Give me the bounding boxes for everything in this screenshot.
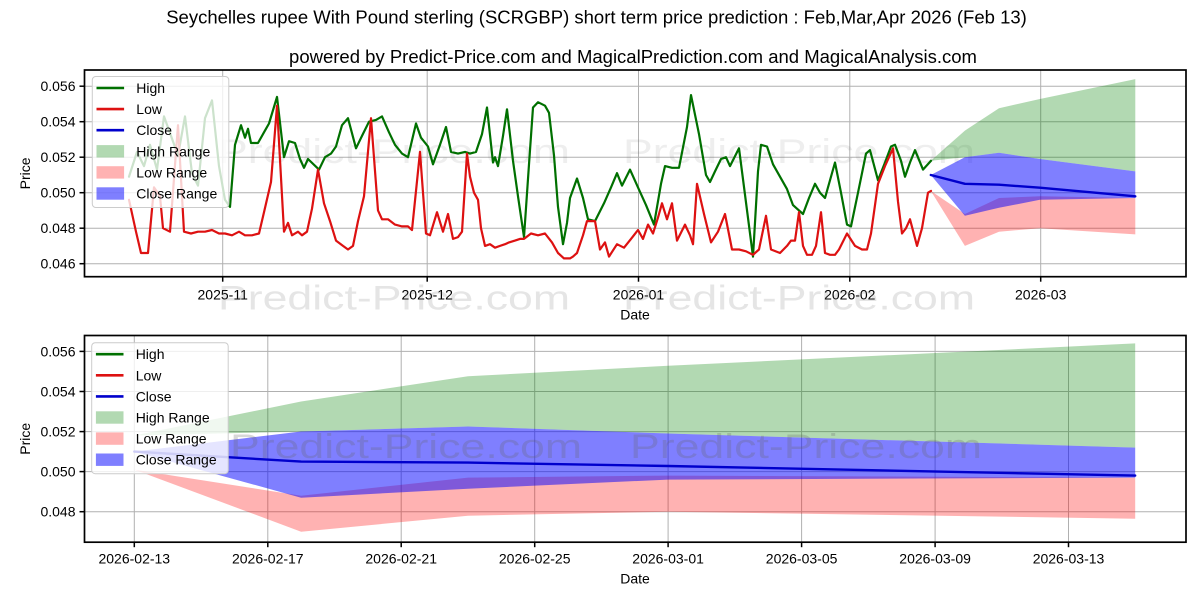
- svg-text:0.052: 0.052: [40, 424, 75, 440]
- svg-text:0.048: 0.048: [40, 220, 75, 236]
- svg-text:2025-12: 2025-12: [402, 287, 454, 303]
- svg-text:2026-02-21: 2026-02-21: [365, 550, 437, 566]
- svg-text:Date: Date: [620, 571, 650, 587]
- svg-text:2026-02-13: 2026-02-13: [98, 550, 170, 566]
- svg-text:Predict-Price.com: Predict-Price.com: [630, 428, 982, 466]
- svg-text:Low: Low: [136, 367, 163, 383]
- svg-text:2026-03: 2026-03: [1015, 287, 1067, 303]
- svg-text:0.054: 0.054: [40, 114, 75, 130]
- svg-text:Close Range: Close Range: [136, 452, 217, 468]
- svg-text:2026-03-05: 2026-03-05: [766, 550, 838, 566]
- svg-text:Price: Price: [17, 157, 33, 189]
- svg-text:High: High: [136, 80, 165, 96]
- svg-text:High Range: High Range: [136, 143, 210, 159]
- svg-text:Seychelles rupee With Pound st: Seychelles rupee With Pound sterling (SC…: [166, 6, 1027, 27]
- svg-text:High Range: High Range: [136, 410, 210, 426]
- svg-text:2026-02: 2026-02: [824, 287, 876, 303]
- svg-text:0.046: 0.046: [40, 256, 75, 272]
- svg-text:0.052: 0.052: [40, 149, 75, 165]
- svg-text:Predict-Price.com: Predict-Price.com: [218, 280, 570, 318]
- svg-text:Price: Price: [17, 423, 33, 455]
- svg-text:2026-02-25: 2026-02-25: [499, 550, 571, 566]
- svg-text:2026-02-17: 2026-02-17: [232, 550, 304, 566]
- svg-text:2026-01: 2026-01: [613, 287, 665, 303]
- svg-text:Low: Low: [136, 101, 163, 117]
- svg-text:Close: Close: [136, 388, 172, 404]
- svg-text:0.048: 0.048: [40, 504, 75, 520]
- svg-text:0.056: 0.056: [40, 343, 75, 359]
- svg-text:Close: Close: [136, 122, 172, 138]
- svg-text:Low Range: Low Range: [136, 164, 207, 180]
- svg-text:Predict-Price.com: Predict-Price.com: [623, 280, 975, 318]
- svg-text:Low Range: Low Range: [136, 431, 207, 447]
- svg-text:0.050: 0.050: [40, 185, 75, 201]
- svg-text:2026-03-09: 2026-03-09: [899, 550, 971, 566]
- svg-text:High: High: [136, 346, 165, 362]
- svg-text:Predict-Price.com: Predict-Price.com: [218, 133, 570, 171]
- svg-text:2026-03-13: 2026-03-13: [1033, 550, 1105, 566]
- svg-text:powered by Predict-Price.com a: powered by Predict-Price.com and Magical…: [289, 46, 977, 67]
- svg-text:Date: Date: [620, 307, 650, 323]
- svg-text:0.050: 0.050: [40, 464, 75, 480]
- svg-text:Close Range: Close Range: [136, 186, 217, 202]
- svg-text:2025-11: 2025-11: [198, 287, 249, 303]
- svg-text:0.056: 0.056: [40, 78, 75, 94]
- svg-text:0.054: 0.054: [40, 384, 75, 400]
- svg-text:2026-03-01: 2026-03-01: [632, 550, 704, 566]
